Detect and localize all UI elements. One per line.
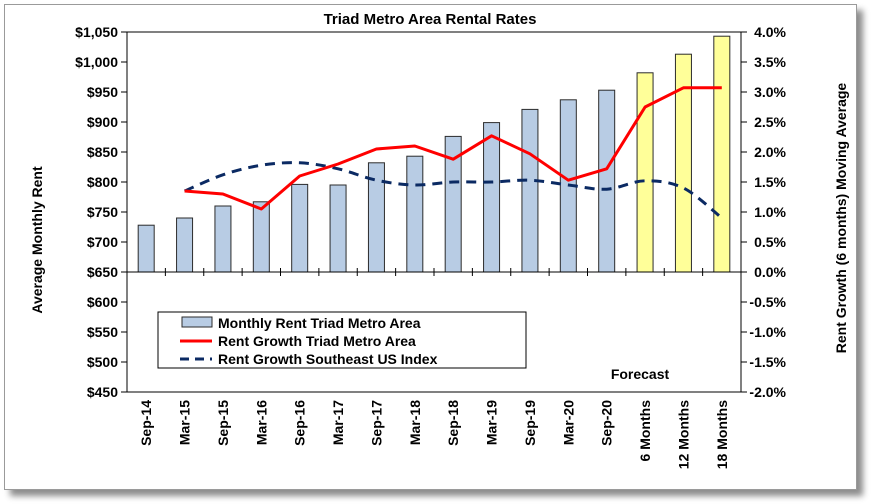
x-tick-label: Mar-18	[407, 400, 423, 445]
bar-monthly-rent	[214, 205, 232, 273]
bar-monthly-rent	[483, 122, 501, 273]
forecast-annotation: Forecast	[611, 366, 670, 382]
y-tick-label: $650	[87, 264, 118, 280]
bar-monthly-rent	[406, 155, 424, 273]
x-tick-label: Mar-15	[177, 400, 193, 445]
y-tick-label: $700	[87, 234, 118, 250]
y2-tick-label: 3.0%	[754, 84, 786, 100]
y2-tick-label: 0.0%	[754, 264, 786, 280]
bar-monthly-rent	[137, 224, 155, 273]
x-tick-label: Sep-19	[522, 400, 538, 446]
x-tick-label: Sep-15	[215, 400, 231, 446]
x-tick-label: Sep-18	[445, 400, 461, 446]
x-tick-label: Mar-17	[330, 400, 346, 445]
bar-monthly-rent	[713, 35, 731, 273]
x-tick-label: 12 Months	[675, 400, 691, 469]
y2-axis-label: Rent Growth (6 months) Moving Average	[833, 83, 849, 354]
x-tick-label: 6 Months	[637, 400, 653, 462]
legend-label-monthly-rent: Monthly Rent Triad Metro Area	[218, 315, 421, 331]
x-tick-label: Sep-20	[599, 400, 615, 446]
y-tick-label: $750	[87, 204, 118, 220]
y-tick-label: $850	[87, 144, 118, 160]
y2-tick-label: 3.5%	[754, 54, 786, 70]
axes-layer: $450 $500 $550 $600 $650 $700 $750 $800 $850 $900…	[75, 24, 786, 469]
y-tick-label: $500	[87, 354, 118, 370]
bar-monthly-rent	[176, 217, 194, 273]
bar-monthly-rent	[598, 89, 616, 273]
line-southeast-growth	[183, 161, 723, 220]
y2-tick-label: 1.0%	[754, 204, 786, 220]
x-tick-label: Mar-20	[560, 400, 576, 445]
y2-tick-label: -1.5%	[749, 354, 786, 370]
y-axis-label: Average Monthly Rent	[29, 166, 45, 314]
y2-tick-label: 1.5%	[754, 174, 786, 190]
y-tick-label: $600	[87, 294, 118, 310]
x-tick-label: Sep-16	[292, 400, 308, 446]
legend-box	[157, 311, 527, 369]
line-triad-growth	[184, 86, 722, 211]
y-tick-label: $450	[87, 384, 118, 400]
bar-monthly-rent	[329, 184, 347, 273]
y2-tick-label: -0.5%	[749, 294, 786, 310]
chart-title: Triad Metro Area Rental Rates	[324, 11, 537, 28]
x-tick-label: Sep-17	[368, 400, 384, 446]
y-tick-label: $1,000	[75, 54, 118, 70]
y2-tick-label: -2.0%	[749, 384, 786, 400]
y-tick-label: $800	[87, 174, 118, 190]
bar-monthly-rent	[521, 108, 539, 273]
y-tick-label: $950	[87, 84, 118, 100]
lines-layer	[183, 86, 723, 220]
x-tick-label: Mar-19	[484, 400, 500, 445]
y2-tick-label: 2.0%	[754, 144, 786, 160]
legend-label-triad-growth: Rent Growth Triad Metro Area	[218, 333, 416, 349]
legend-label-southeast-growth: Rent Growth Southeast US Index	[218, 351, 438, 367]
y2-tick-label: 2.5%	[754, 114, 786, 130]
y-tick-label: $550	[87, 324, 118, 340]
x-tick-label: 18 Months	[714, 400, 730, 469]
y2-tick-label: -1.0%	[749, 324, 786, 340]
legend: Monthly Rent Triad Metro Area Rent Growt…	[157, 311, 527, 369]
x-tick-label: Sep-14	[138, 400, 154, 446]
x-tick-label: Mar-16	[253, 400, 269, 445]
bar-monthly-rent	[291, 183, 309, 273]
legend-swatch-bar	[181, 316, 213, 328]
y-tick-label: $1,050	[75, 24, 118, 40]
y2-tick-label: 0.5%	[754, 234, 786, 250]
bar-monthly-rent	[252, 201, 270, 273]
y-tick-label: $900	[87, 114, 118, 130]
y2-tick-label: 4.0%	[754, 24, 786, 40]
